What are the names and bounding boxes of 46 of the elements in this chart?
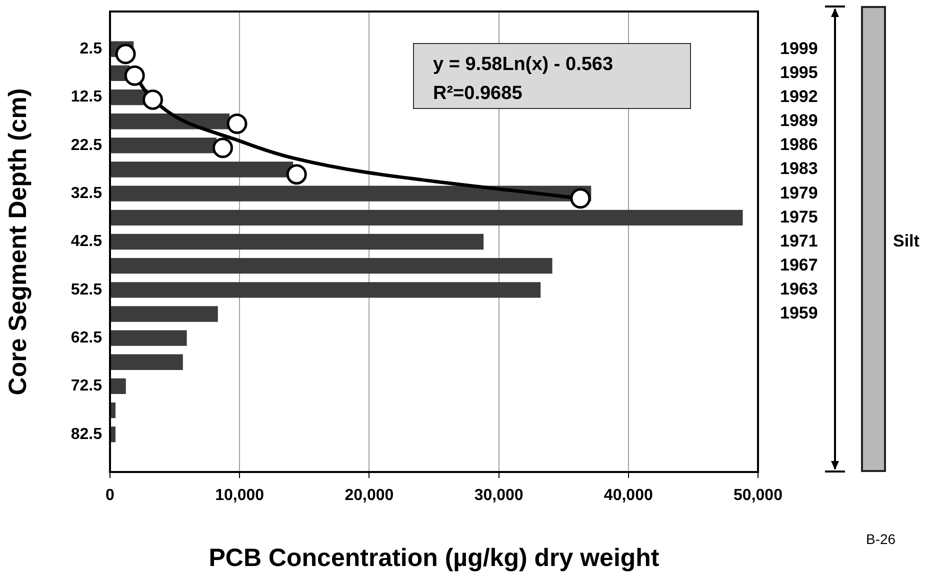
bar [110, 138, 217, 154]
y-tick-label: 22.5 [70, 136, 102, 154]
text: 1971 [780, 231, 818, 250]
text: 1967 [780, 256, 818, 275]
annotation: R²=0.9685 [433, 82, 524, 106]
bar [110, 186, 592, 202]
x-tick-label: 0 [106, 487, 115, 504]
equation-box: y = 9.58Ln(x) - 0.563 R²=0.9685 [413, 43, 691, 109]
text: 1979 [780, 183, 818, 202]
bar [110, 234, 484, 250]
y-tick-label: 62.5 [70, 329, 102, 346]
text: 1999 [780, 38, 818, 58]
y-tick-label: 12.5 [70, 88, 102, 106]
text: 1989 [780, 111, 818, 130]
y-tick-label: 52.5 [70, 281, 102, 298]
y-tick-label: 42.5 [70, 233, 102, 250]
text: 1975 [780, 207, 818, 226]
y-tick-label: 2.5 [80, 40, 102, 58]
text: 1983 [780, 159, 818, 178]
y-tick-label: 32.5 [70, 185, 102, 202]
text: 1986 [780, 135, 818, 154]
x-tick-label: 20,000 [344, 487, 394, 504]
bar [110, 162, 294, 178]
bar [110, 306, 218, 322]
annotation: y = 9.58Ln(x) - 0.563 [433, 53, 614, 77]
x-tick-label: 10,000 [215, 487, 264, 504]
bar [110, 330, 187, 346]
bar [110, 210, 743, 226]
bar [110, 282, 541, 298]
text: 1992 [780, 86, 818, 106]
y-tick-label: 72.5 [70, 378, 102, 395]
x-tick-label: 40,000 [604, 487, 653, 504]
text: B-26 [866, 530, 896, 547]
bar [110, 258, 552, 274]
bar [110, 354, 183, 370]
text: 1959 [780, 304, 818, 323]
y-tick-label: 82.5 [70, 426, 102, 443]
x-tick-label: 50,000 [734, 487, 783, 504]
text: 1963 [780, 280, 818, 299]
text: 1995 [780, 62, 818, 82]
bar [110, 114, 230, 130]
x-axis-title: PCB Concentration (µg/kg) dry weight [208, 544, 660, 572]
x-tick-label: 30,000 [474, 487, 524, 504]
text: Silt [893, 231, 920, 250]
bar [110, 378, 126, 394]
y-axis-title: Core Segment Depth (cm) [4, 88, 32, 396]
